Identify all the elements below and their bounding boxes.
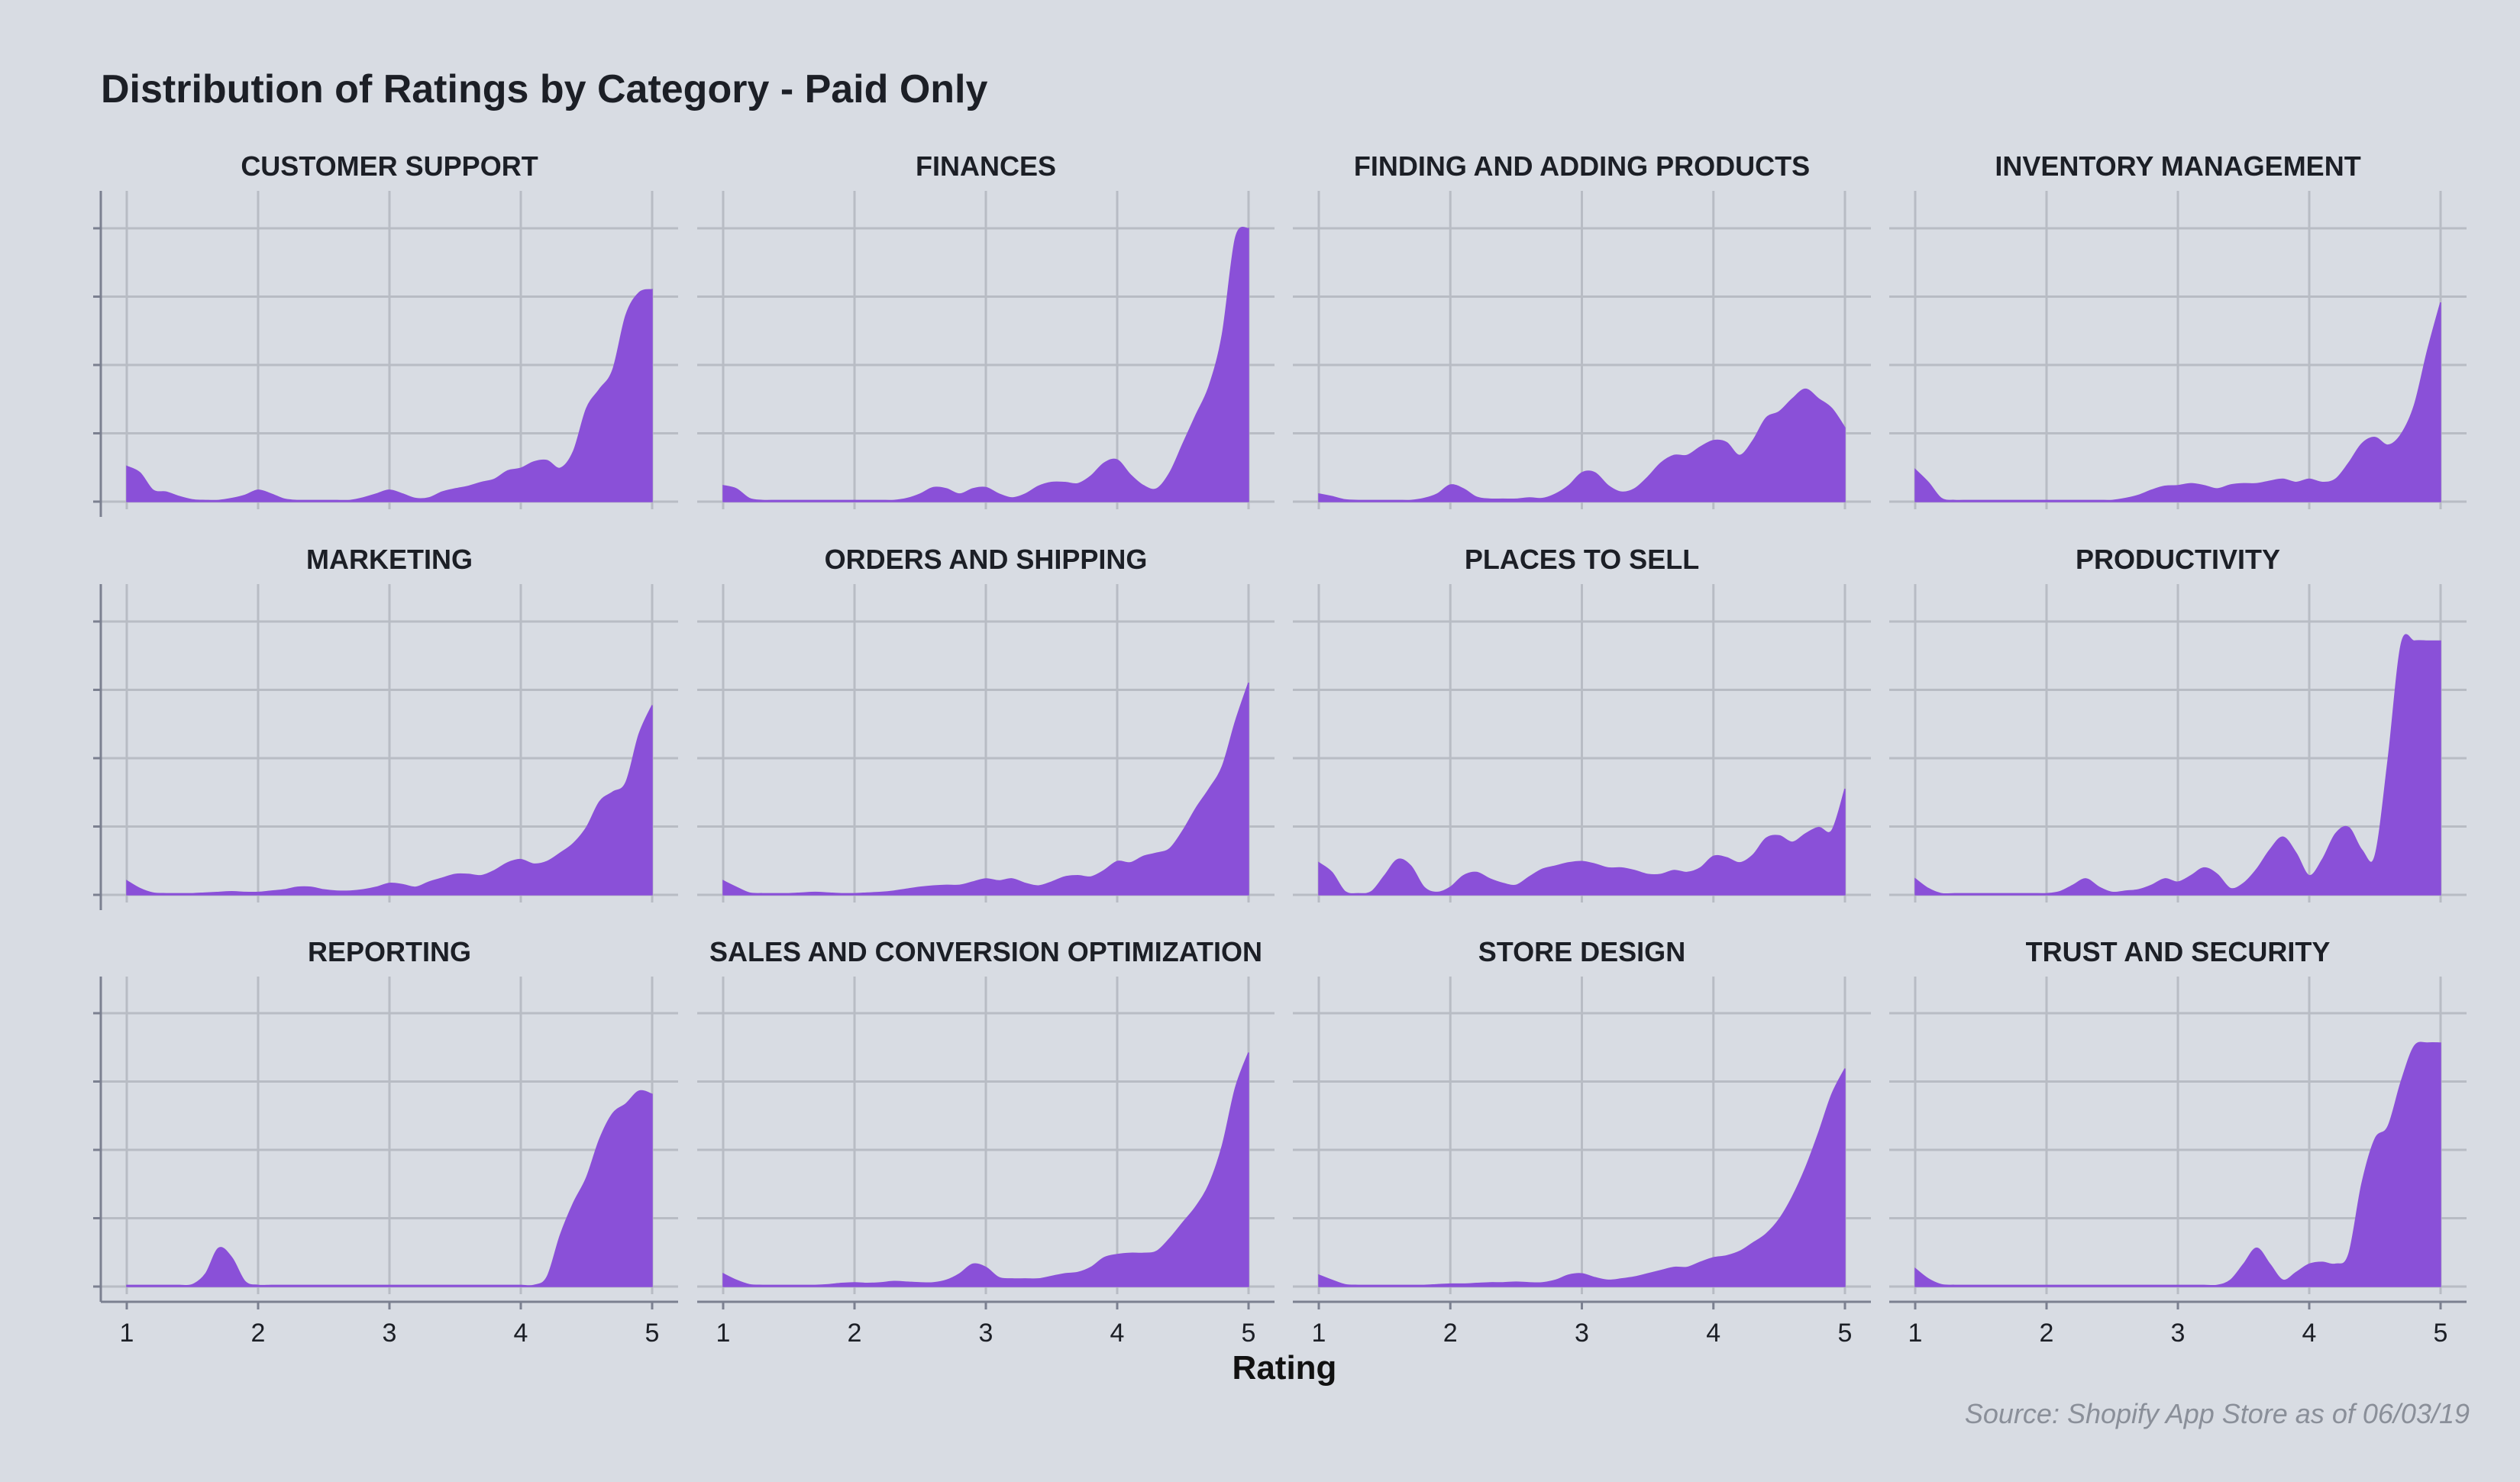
chart-title: Distribution of Ratings by Category - Pa… <box>101 67 987 111</box>
x-tick-label: 2 <box>2040 1319 2054 1348</box>
x-tick-label: 4 <box>1706 1319 1720 1348</box>
x-axis-label: Rating <box>1233 1349 1337 1387</box>
panel-finances: FINANCES <box>697 150 1275 509</box>
panel-title-finances: FINANCES <box>916 150 1056 182</box>
x-tick-label: 5 <box>645 1319 660 1348</box>
panel-marketing: MARKETING <box>93 544 678 910</box>
panel-title-customer-support: CUSTOMER SUPPORT <box>241 150 538 182</box>
x-tick-label: 5 <box>1838 1319 1853 1348</box>
panel-title-finding-and-adding-products: FINDING AND ADDING PRODUCTS <box>1354 150 1810 182</box>
x-tick-label: 1 <box>1908 1319 1923 1348</box>
density-area-productivity <box>1914 634 2441 896</box>
panel-title-inventory-management: INVENTORY MANAGEMENT <box>1995 150 2360 182</box>
panels-group: CUSTOMER SUPPORT FINANCES FINDING AND ADDI… <box>93 150 2467 1348</box>
x-tick-label: 1 <box>716 1319 731 1348</box>
x-tick-label: 2 <box>1443 1319 1458 1348</box>
x-tick-label: 1 <box>120 1319 134 1348</box>
x-tick-label: 3 <box>2171 1319 2186 1348</box>
x-tick-label: 5 <box>1242 1319 1256 1348</box>
panel-title-reporting: REPORTING <box>308 936 471 967</box>
density-area-reporting <box>126 1090 653 1287</box>
x-tick-label: 2 <box>251 1319 266 1348</box>
panel-finding-and-adding-products: FINDING AND ADDING PRODUCTS <box>1293 150 1871 509</box>
x-tick-label: 4 <box>2302 1319 2317 1348</box>
x-tick-label: 4 <box>514 1319 528 1348</box>
x-tick-label: 3 <box>383 1319 397 1348</box>
panel-store-design: STORE DESIGN 1 2 3 4 5 <box>1293 936 1871 1348</box>
x-tick-label: 4 <box>1110 1319 1125 1348</box>
density-area-finances <box>722 226 1249 502</box>
panel-title-sales-and-conversion-optimization: SALES AND CONVERSION OPTIMIZATION <box>709 936 1262 967</box>
density-area-places-to-sell <box>1318 788 1846 896</box>
density-area-trust-and-security <box>1914 1041 2441 1287</box>
x-tick-label: 3 <box>1575 1319 1589 1348</box>
panel-title-marketing: MARKETING <box>306 544 473 575</box>
panel-places-to-sell: PLACES TO SELL <box>1293 544 1871 902</box>
x-tick-label: 5 <box>2434 1319 2448 1348</box>
panel-title-places-to-sell: PLACES TO SELL <box>1465 544 1699 575</box>
panel-title-productivity: PRODUCTIVITY <box>2076 544 2280 575</box>
x-tick-label: 1 <box>1312 1319 1326 1348</box>
density-area-finding-and-adding-products <box>1318 388 1846 502</box>
density-area-sales-and-conversion-optimization <box>722 1052 1249 1287</box>
panel-reporting: REPORTING 1 2 3 4 5 <box>93 936 678 1348</box>
panel-orders-and-shipping: ORDERS AND SHIPPING <box>697 544 1275 902</box>
panel-title-store-design: STORE DESIGN <box>1478 936 1685 967</box>
panel-trust-and-security: TRUST AND SECURITY 1 2 3 4 5 <box>1889 936 2467 1348</box>
x-tick-label: 2 <box>848 1319 862 1348</box>
panel-title-trust-and-security: TRUST AND SECURITY <box>2026 936 2331 967</box>
density-area-orders-and-shipping <box>722 682 1249 896</box>
panel-customer-support: CUSTOMER SUPPORT <box>93 150 678 517</box>
panel-inventory-management: INVENTORY MANAGEMENT <box>1889 150 2467 509</box>
density-area-customer-support <box>126 289 653 502</box>
panel-productivity: PRODUCTIVITY <box>1889 544 2467 902</box>
panel-title-orders-and-shipping: ORDERS AND SHIPPING <box>825 544 1148 575</box>
source-caption: Source: Shopify App Store as of 06/03/19 <box>1965 1398 2470 1429</box>
density-area-inventory-management <box>1914 302 2441 502</box>
density-area-marketing <box>126 705 653 896</box>
x-tick-label: 3 <box>979 1319 993 1348</box>
panel-sales-and-conversion-optimization: SALES AND CONVERSION OPTIMIZATION 1 2 3 4 5 <box>697 936 1275 1348</box>
density-area-store-design <box>1318 1068 1846 1287</box>
